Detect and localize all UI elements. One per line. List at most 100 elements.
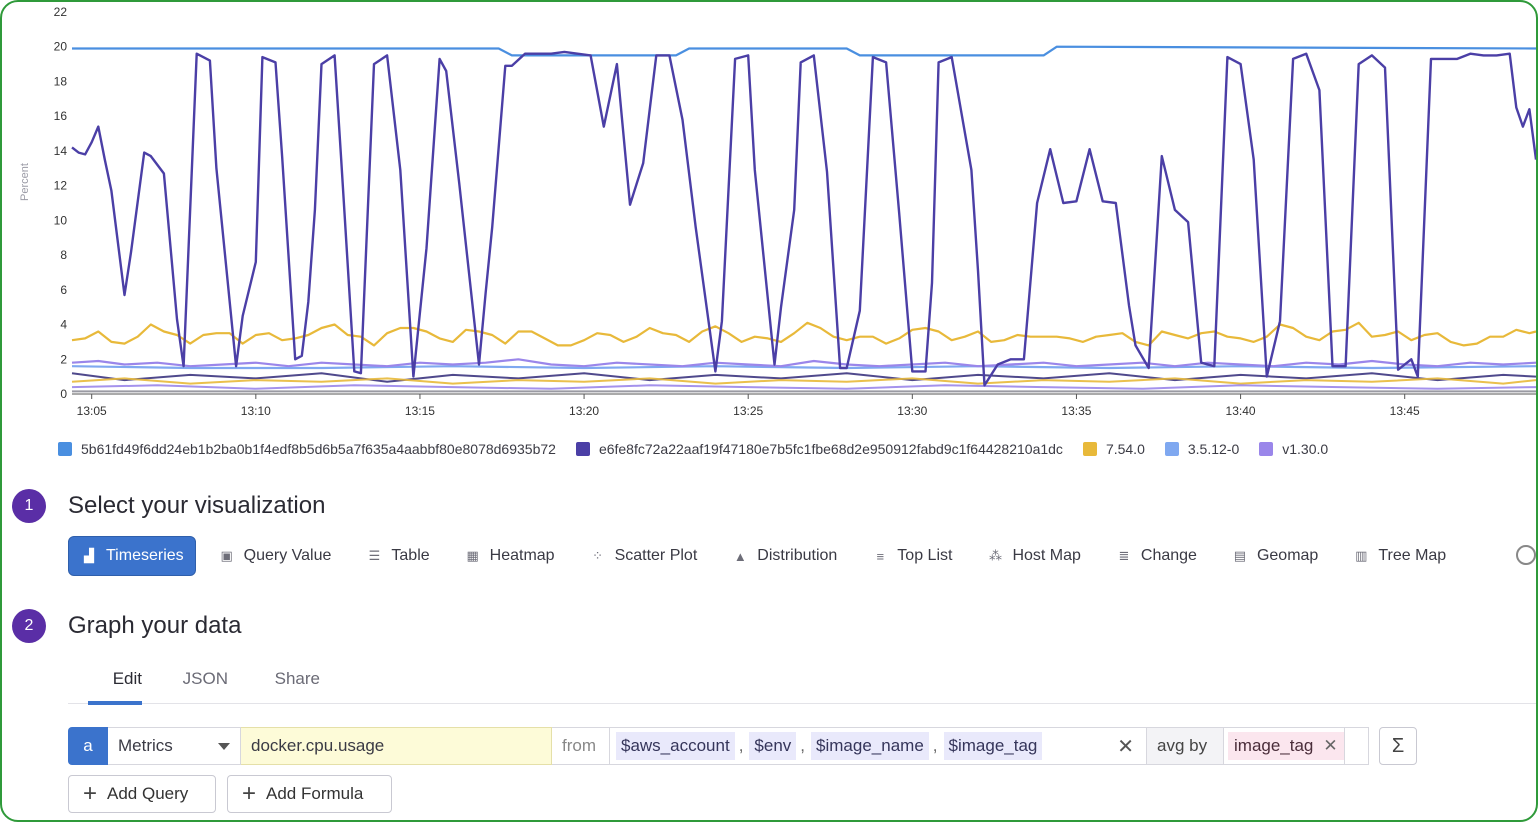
series-line-background[interactable] — [71, 372, 1537, 383]
y-tick-label: 4 — [60, 318, 67, 332]
viz-option-tree-map[interactable]: ▥ Tree Map — [1352, 536, 1446, 576]
x-tick-label: 13:45 — [1390, 404, 1420, 418]
y-tick-label: 0 — [60, 387, 67, 401]
series-line-5[interactable] — [71, 358, 1537, 368]
group-by-spacer — [1345, 727, 1369, 765]
viz-option-heatmap[interactable]: ▦ Heatmap — [464, 536, 555, 576]
legend-swatch — [1082, 442, 1097, 456]
viz-option-timeseries[interactable]: ▟ Timeseries — [68, 536, 196, 576]
y-tick-label: 16 — [54, 109, 68, 123]
legend-label: 7.54.0 — [1105, 441, 1145, 457]
viz-option-query-value[interactable]: ▣ Query Value — [218, 536, 332, 576]
close-icon[interactable]: ✕ — [1323, 736, 1338, 755]
viz-option-change[interactable]: ≣ Change — [1115, 536, 1197, 576]
y-tick-label: 22 — [54, 5, 68, 19]
background-series — [71, 372, 1537, 393]
plus-icon: + — [83, 780, 98, 807]
more-visualizations-icon[interactable] — [1516, 545, 1536, 565]
y-tick-label: 2 — [60, 352, 67, 366]
series-line-1[interactable] — [72, 45, 1537, 57]
viz-option-label: Tree Map — [1378, 547, 1447, 564]
x-tick-label: 13:05 — [77, 404, 107, 418]
x-tick-label: 13:30 — [897, 404, 927, 418]
tab-label: Share — [274, 669, 320, 688]
x-tick-label: 13:20 — [569, 404, 599, 418]
tab-share[interactable]: Share — [250, 660, 320, 704]
aggregation-select[interactable]: avg by — [1147, 727, 1224, 765]
series-line-background[interactable] — [71, 377, 1537, 385]
legend-item[interactable]: v1.30.0 — [1259, 441, 1328, 457]
legend-swatch — [1259, 442, 1274, 456]
legend-label: 3.5.12-0 — [1187, 441, 1240, 457]
filter-tag[interactable]: $env — [749, 732, 797, 760]
change-icon: ≣ — [1118, 548, 1130, 563]
tree-map-icon: ▥ — [1355, 548, 1368, 563]
step-graph-data: 2 Graph your data — [12, 609, 241, 643]
from-label: from — [552, 727, 610, 765]
legend-item[interactable]: 7.54.0 — [1082, 441, 1145, 457]
viz-option-host-map[interactable]: ⁂ Host Map — [986, 536, 1081, 576]
from-tags-input[interactable]: $aws_account , $env , $image_name , $ima… — [610, 727, 1147, 765]
add-formula-button[interactable]: + Add Formula — [227, 775, 392, 813]
legend-label: v1.30.0 — [1282, 441, 1329, 457]
add-query-button[interactable]: + Add Query — [68, 775, 216, 813]
x-axis: 13:05 13:10 13:15 13:20 13:25 13:30 13:35 13:40… — [77, 394, 1420, 418]
y-axis-label: Percent — [19, 163, 31, 201]
viz-option-label: Host Map — [1012, 547, 1081, 564]
sigma-function-button[interactable]: Σ — [1379, 727, 1417, 765]
legend-swatch — [58, 442, 72, 456]
geomap-icon: ▤ — [1233, 548, 1247, 563]
legend-item[interactable]: e6fe8fc72a22aaf19f47180e7b5fc1fbe68d2e95… — [575, 441, 1063, 457]
filter-tag[interactable]: $aws_account — [616, 732, 735, 760]
query-value-icon: ▣ — [220, 548, 233, 563]
x-tick-label: 13:25 — [733, 404, 763, 418]
top-list-icon: ≡ — [876, 548, 885, 564]
filter-tag[interactable]: $image_name — [811, 732, 929, 760]
add-query-label: Add Query — [107, 784, 189, 803]
legend-label: e6fe8fc72a22aaf19f47180e7b5fc1fbe68d2e95… — [598, 441, 1063, 457]
y-tick-label: 6 — [60, 283, 67, 297]
viz-option-label: Timeseries — [106, 547, 184, 564]
group-by-tag[interactable]: image_tag ✕ — [1228, 732, 1344, 760]
series-line-2[interactable] — [71, 50, 1538, 387]
x-tick-label: 13:15 — [405, 404, 435, 418]
tab-json[interactable]: JSON — [164, 660, 228, 704]
viz-option-label: Heatmap — [489, 547, 555, 564]
filter-tag[interactable]: $image_tag — [943, 732, 1043, 760]
viz-option-table[interactable]: ☰ Table — [365, 536, 430, 576]
group-by-input[interactable]: image_tag ✕ — [1224, 727, 1345, 765]
legend-label: 5b61fd49f6dd24eb1b2ba0b1f4edf8b5d6b5a7f6… — [81, 441, 556, 457]
viz-option-label: Query Value — [243, 547, 332, 564]
from-label-text: from — [562, 736, 596, 755]
chevron-down-icon — [218, 742, 230, 750]
viz-option-label: Scatter Plot — [614, 547, 698, 564]
viz-option-top-list[interactable]: ≡ Top List — [871, 536, 953, 576]
sigma-icon: Σ — [1391, 734, 1405, 757]
viz-option-label: Change — [1140, 547, 1197, 564]
series-lines — [71, 45, 1538, 387]
legend-item[interactable]: 3.5.12-0 — [1164, 441, 1240, 457]
viz-option-label: Top List — [897, 547, 953, 564]
y-tick-label: 14 — [54, 144, 68, 158]
tab-label: Edit — [112, 669, 142, 688]
viz-option-distribution[interactable]: ▲ Distribution — [731, 536, 837, 576]
metric-input[interactable]: docker.cpu.usage — [241, 727, 552, 765]
viz-option-scatter-plot[interactable]: ⁘ Scatter Plot — [589, 536, 698, 576]
clear-filters-icon[interactable]: ✕ — [1117, 735, 1134, 758]
legend-item[interactable]: 5b61fd49f6dd24eb1b2ba0b1f4edf8b5d6b5a7f6… — [58, 441, 556, 457]
viz-option-geomap[interactable]: ▤ Geomap — [1231, 536, 1319, 576]
chart-legend: 5b61fd49f6dd24eb1b2ba0b1f4edf8b5d6b5a7f6… — [58, 438, 1348, 460]
query-letter[interactable]: a — [68, 727, 108, 765]
tab-edit[interactable]: Edit — [68, 660, 142, 705]
y-tick-label: 20 — [54, 40, 68, 54]
y-tick-label: 10 — [54, 213, 68, 227]
series-line-background[interactable] — [71, 384, 1537, 390]
series-line-3[interactable] — [71, 321, 1537, 347]
scatter-plot-icon: ⁘ — [592, 548, 604, 563]
metric-value: docker.cpu.usage — [251, 736, 385, 755]
viz-option-label: Table — [391, 547, 430, 564]
data-source-select[interactable]: Metrics — [108, 727, 241, 765]
distribution-icon: ▲ — [733, 548, 747, 564]
group-by-tag-label: image_tag — [1234, 736, 1314, 755]
